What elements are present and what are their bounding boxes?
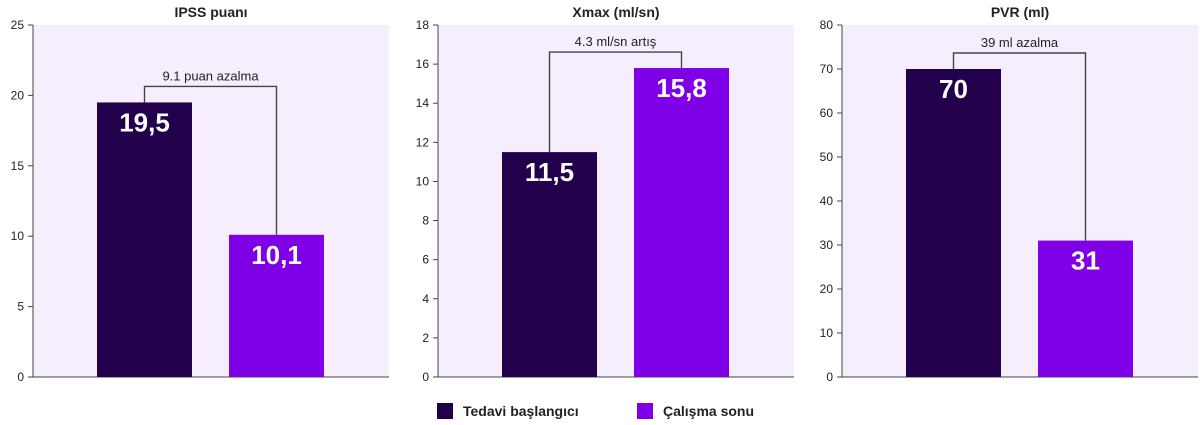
chart-1-bar-1 — [634, 68, 729, 378]
chart-2-tick-label-1: 10 — [820, 326, 834, 340]
chart-2-data-label-0: 70 — [939, 74, 968, 104]
chart-0-plot-area — [33, 25, 389, 377]
chart-0-annotation: 9.1 puan azalma — [162, 68, 259, 83]
chart-1-plot-area — [438, 25, 794, 377]
chart-2-tick-label-0: 0 — [826, 370, 833, 384]
chart-0-tick-label-5: 25 — [11, 18, 25, 32]
chart-2-tick-label-6: 60 — [820, 106, 834, 120]
chart-2-tick-label-4: 40 — [820, 194, 834, 208]
chart-1-tick-label-7: 14 — [416, 96, 430, 110]
chart-2-tick-label-5: 50 — [820, 150, 834, 164]
chart-1-data-label-1: 15,8 — [656, 73, 707, 103]
chart-0-tick-label-0: 0 — [17, 370, 24, 384]
chart-2-plot-area — [842, 25, 1198, 377]
chart-1-tick-label-8: 16 — [416, 57, 430, 71]
chart-0-title: IPSS puanı — [174, 4, 247, 20]
chart-1-annotation: 4.3 ml/sn artış — [575, 34, 657, 49]
chart-0-bar-1 — [229, 234, 324, 377]
chart-0-data-label-1: 10,1 — [251, 240, 302, 270]
chart-2-tick-label-2: 20 — [820, 282, 834, 296]
chart-1-bracket — [548, 51, 683, 153]
chart-2-bracket — [952, 52, 1087, 241]
chart-1-tick-label-2: 4 — [422, 292, 429, 306]
chart-1-tick-label-6: 12 — [416, 135, 430, 149]
chart-2-tick-label-8: 80 — [820, 18, 834, 32]
chart-0-bar-0 — [97, 102, 192, 377]
chart-2-bar-1 — [1038, 240, 1133, 377]
chart-1-tick-label-5: 10 — [416, 174, 430, 188]
legend-swatch-end — [637, 403, 653, 419]
chart-2-bar-0 — [906, 69, 1001, 377]
legend-item-end: Çalışma sonu — [637, 403, 754, 419]
legend-label-baseline: Tedavi başlangıcı — [463, 403, 579, 419]
legend-swatch-baseline — [437, 403, 453, 419]
chart-2-annotation: 39 ml azalma — [981, 35, 1059, 50]
chart-1-tick-label-9: 18 — [416, 18, 430, 32]
chart-0-tick-label-4: 20 — [11, 88, 25, 102]
legend-label-end: Çalışma sonu — [663, 403, 755, 419]
chart-0-bracket — [143, 85, 278, 235]
chart-1-tick-label-4: 8 — [422, 214, 429, 228]
chart-2-data-label-1: 31 — [1071, 246, 1100, 276]
chart-1-bar-0 — [502, 152, 597, 377]
chart-0-tick-label-3: 15 — [11, 159, 25, 173]
legend-item-baseline: Tedavi başlangıcı — [437, 403, 579, 419]
chart-1-title: Xmax (ml/sn) — [572, 4, 659, 20]
chart-1-tick-label-0: 0 — [422, 370, 429, 384]
chart-2-tick-label-3: 30 — [820, 238, 834, 252]
chart-0-tick-label-2: 10 — [11, 229, 25, 243]
chart-2-title: PVR (ml) — [991, 4, 1049, 20]
chart-1-tick-label-1: 2 — [422, 331, 429, 345]
chart-1-data-label-0: 11,5 — [525, 157, 574, 187]
chart-1-tick-label-3: 6 — [422, 253, 429, 267]
chart-0-data-label-0: 19,5 — [119, 107, 170, 137]
legend: Tedavi başlangıcı Çalışma sonu — [0, 403, 1200, 425]
chart-2-tick-label-7: 70 — [820, 62, 834, 76]
chart-0-tick-label-1: 5 — [17, 300, 24, 314]
